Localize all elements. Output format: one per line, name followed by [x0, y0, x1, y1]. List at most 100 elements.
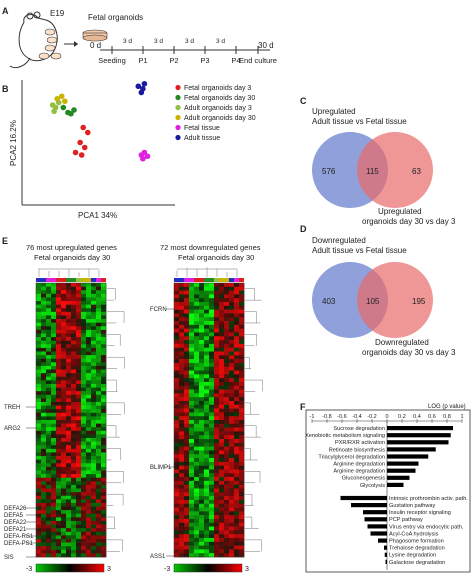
pathway-label: Lysine degradation	[389, 553, 436, 559]
heatmap-cell	[209, 412, 215, 417]
heatmap-cell	[91, 283, 97, 287]
heatmap-cell	[184, 347, 190, 352]
heatmap-cell	[41, 445, 47, 450]
heatmap-cell	[224, 294, 230, 299]
heatmap-cell	[214, 480, 220, 485]
heatmap-cell	[214, 465, 220, 470]
heatmap-cell	[204, 492, 210, 497]
heatmap-cell	[174, 321, 180, 326]
pathway-label: Arginine degradation	[333, 469, 385, 475]
heatmap-cell	[91, 459, 97, 464]
heatmap-cell	[219, 530, 225, 535]
heatmap-cell	[214, 442, 220, 447]
heatmap-cell	[194, 431, 200, 436]
pca-point	[68, 110, 74, 117]
heatmap-cell	[194, 477, 200, 482]
heatmap-cell	[174, 416, 180, 421]
heatmap-cell	[91, 492, 97, 497]
heatmap-cell	[101, 355, 107, 360]
heatmap-cell	[81, 365, 87, 370]
heatmap-cell	[229, 477, 235, 482]
heatmap-cell	[56, 510, 62, 515]
heatmap-cell	[194, 374, 200, 379]
heatmap-cell	[36, 524, 42, 529]
pca-legend-marker	[175, 114, 181, 121]
heatmap-cell	[229, 290, 235, 295]
heatmap-cell	[76, 369, 82, 374]
heatmap-cell	[189, 351, 195, 356]
heatmap-cell	[189, 378, 195, 383]
heatmap-cell	[51, 416, 57, 421]
heatmap-cell	[179, 496, 185, 501]
heatmap-cell	[204, 507, 210, 512]
heatmap-cell	[46, 308, 52, 313]
heatmap-cell	[51, 355, 57, 360]
heatmap-cell	[91, 484, 97, 489]
heatmap-cell	[81, 416, 87, 421]
heatmap-cell	[209, 442, 215, 447]
heatmap-cell	[46, 484, 52, 489]
heatmap-cell	[66, 412, 72, 417]
heatmap-cell	[51, 304, 57, 309]
heatmap-cell	[61, 488, 67, 493]
heatmap-cell	[219, 488, 225, 493]
heatmap-cell	[46, 531, 52, 536]
heatmap-cell	[56, 412, 62, 417]
heatmap-cell	[36, 380, 42, 385]
heatmap-cell	[229, 420, 235, 425]
heatmap-cell	[91, 380, 97, 385]
heatmap-cell	[36, 362, 42, 367]
heatmap-cell	[209, 366, 215, 371]
heatmap-cell	[174, 420, 180, 425]
heatmap-cell	[96, 365, 102, 370]
heatmap-cell	[41, 427, 47, 432]
heatmap-cell	[184, 305, 190, 310]
heatmap-cell	[214, 290, 220, 295]
heatmap-cell	[194, 439, 200, 444]
heatmap-cell	[199, 362, 205, 368]
heatmap-cell	[96, 394, 102, 399]
heatmap-cell	[76, 286, 82, 291]
heatmap-cell	[219, 408, 225, 413]
heatmap-cell	[234, 507, 240, 512]
timeline-interval-label: 3 d	[123, 38, 132, 45]
heatmap-cell	[91, 347, 97, 352]
heatmap-cell	[214, 397, 220, 402]
heatmap-cell	[96, 538, 102, 543]
heatmap-cell	[56, 502, 62, 507]
heatmap-cell	[209, 480, 215, 485]
heatmap-cell	[214, 302, 220, 307]
heatmap-cell	[204, 484, 210, 489]
heatmap-cell	[41, 286, 47, 291]
heatmap-cell	[41, 401, 47, 406]
venn-c-right-count: 63	[412, 167, 421, 176]
heatmap-cell	[204, 332, 210, 337]
heatmap-cell	[86, 409, 92, 414]
heatmap-cell	[219, 496, 225, 501]
gene-label: FCRN	[150, 307, 167, 313]
heatmap-cell	[224, 480, 230, 485]
heatmap-cell	[71, 394, 77, 399]
heatmap-cell	[96, 502, 102, 507]
heatmap-cell	[174, 499, 180, 505]
heatmap-cell	[199, 454, 205, 459]
heatmap-cell	[214, 511, 220, 516]
heatmap-cell	[189, 343, 195, 348]
heatmap-cell	[101, 538, 107, 543]
heatmap-cell	[179, 416, 185, 421]
heatmap-cell	[81, 297, 87, 302]
pathway-label: Galactose degradation	[389, 560, 445, 566]
heatmap-cell	[204, 488, 210, 493]
heatmap-cell	[234, 378, 240, 383]
heatmap-cell	[96, 448, 102, 453]
heatmap-cell	[66, 445, 72, 450]
heatmap-cell	[66, 283, 72, 287]
heatmap-cell	[204, 385, 210, 390]
heatmap-cell	[219, 385, 225, 390]
heatmap-cell	[209, 526, 215, 531]
heatmap-cell	[184, 355, 190, 360]
heatmap-cell	[76, 365, 82, 370]
heatmap-cell	[36, 445, 42, 450]
heatmap-cell	[61, 416, 67, 421]
